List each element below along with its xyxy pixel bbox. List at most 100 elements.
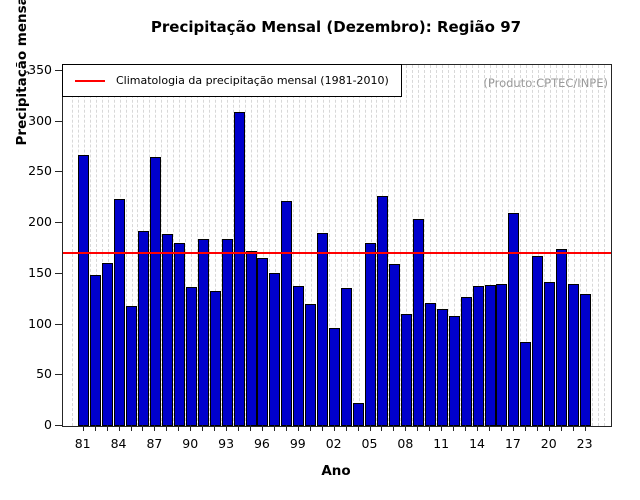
bar-1991	[197, 239, 209, 426]
gridline	[484, 65, 486, 426]
climatology-line	[63, 252, 611, 255]
x-tick-2013	[465, 425, 467, 431]
gridline	[215, 65, 217, 426]
x-tick-2004	[357, 425, 359, 431]
gridline	[394, 65, 396, 426]
x-tick-1995	[250, 425, 251, 431]
bar-1994	[233, 112, 245, 426]
gridline	[519, 65, 521, 426]
gridline	[495, 65, 497, 426]
x-tick-1982	[94, 425, 96, 431]
bar-2017	[508, 212, 520, 426]
legend-box: Climatologia da precipitação mensal (198…	[62, 64, 402, 97]
legend-line-sample	[75, 79, 105, 82]
gridline	[274, 65, 276, 426]
gridline	[191, 65, 193, 426]
bar-1988	[161, 234, 173, 426]
bar-2010	[424, 303, 436, 426]
bar-1985	[126, 306, 137, 426]
y-tick-label-100: 100	[28, 315, 52, 331]
bar-2000	[305, 304, 317, 426]
bar-2014	[472, 285, 484, 426]
plot-area: Climatologia da precipitação mensal (198…	[62, 64, 612, 427]
gridline	[406, 65, 408, 426]
y-tick-150	[55, 272, 62, 274]
x-tick-label-2011: 11	[433, 436, 450, 451]
chart-title: Precipitação Mensal (Dezembro): Região 9…	[150, 18, 522, 36]
bar-1992	[209, 291, 221, 426]
y-tick-250	[55, 171, 62, 173]
gridline	[89, 65, 91, 426]
gridline	[298, 65, 300, 426]
bar-1984	[114, 198, 126, 426]
bar-2015	[484, 284, 496, 426]
gridline	[579, 65, 581, 426]
y-tick-label-350: 350	[28, 61, 52, 77]
x-tick-2023	[584, 425, 586, 431]
gridline	[346, 65, 348, 426]
y-tick-50	[55, 374, 62, 376]
x-tick-2018	[524, 425, 526, 431]
gridline	[466, 65, 468, 426]
x-tick-label-2008: 08	[397, 436, 414, 451]
x-tick-2017	[512, 425, 514, 431]
x-tick-2006	[381, 425, 383, 431]
x-tick-1986	[142, 425, 144, 431]
gridline	[490, 65, 491, 426]
x-tick-1999	[297, 425, 299, 431]
bar-1983	[102, 262, 114, 426]
x-tick-1997	[273, 425, 275, 431]
x-tick-2015	[489, 425, 490, 431]
y-tick-100	[55, 323, 62, 325]
x-tick-1983	[106, 425, 108, 431]
gridline	[101, 65, 103, 426]
x-tick-1985	[130, 425, 132, 431]
gridline	[537, 65, 539, 426]
x-tick-2000	[309, 425, 311, 431]
bar-1995	[245, 251, 257, 426]
x-tick-2002	[333, 425, 335, 431]
gridline	[292, 65, 294, 426]
x-tick-2005	[369, 425, 371, 431]
gridline	[561, 65, 563, 426]
bar-2022	[568, 283, 580, 426]
gridline	[585, 65, 587, 426]
bar-2009	[412, 218, 424, 426]
bar-2013	[460, 297, 472, 426]
x-tick-2003	[345, 425, 347, 431]
gridline	[460, 65, 462, 426]
gridline	[352, 65, 354, 426]
bar-1993	[221, 239, 233, 426]
gridline	[358, 65, 360, 426]
gridline	[334, 65, 336, 426]
x-tick-label-2014: 14	[469, 436, 485, 451]
x-tick-1994	[238, 425, 240, 431]
bar-2012	[448, 316, 460, 426]
x-tick-1981	[82, 425, 84, 431]
gridline	[591, 65, 593, 426]
y-tick-label-0: 0	[44, 417, 52, 432]
bar-1996	[257, 257, 269, 426]
gridline	[525, 65, 527, 426]
bar-2018	[520, 341, 532, 426]
x-tick-1993	[226, 425, 228, 431]
bar-2021	[556, 249, 568, 426]
x-tick-label-1996: 96	[253, 436, 270, 451]
gridline	[424, 65, 426, 426]
gridline	[268, 65, 270, 426]
gridline	[549, 65, 551, 426]
bar-1989	[173, 243, 185, 426]
x-tick-2019	[536, 425, 538, 431]
x-tick-2011	[441, 425, 443, 431]
gridline	[555, 65, 557, 426]
x-tick-1992	[214, 425, 216, 431]
x-tick-1984	[118, 425, 120, 431]
x-tick-label-2002: 02	[325, 436, 342, 451]
x-tick-2008	[405, 425, 407, 431]
gridline	[209, 65, 211, 426]
gridline	[567, 65, 569, 426]
x-tick-label-1993: 93	[218, 436, 235, 451]
y-tick-300	[55, 120, 62, 122]
bar-2005	[365, 243, 376, 426]
